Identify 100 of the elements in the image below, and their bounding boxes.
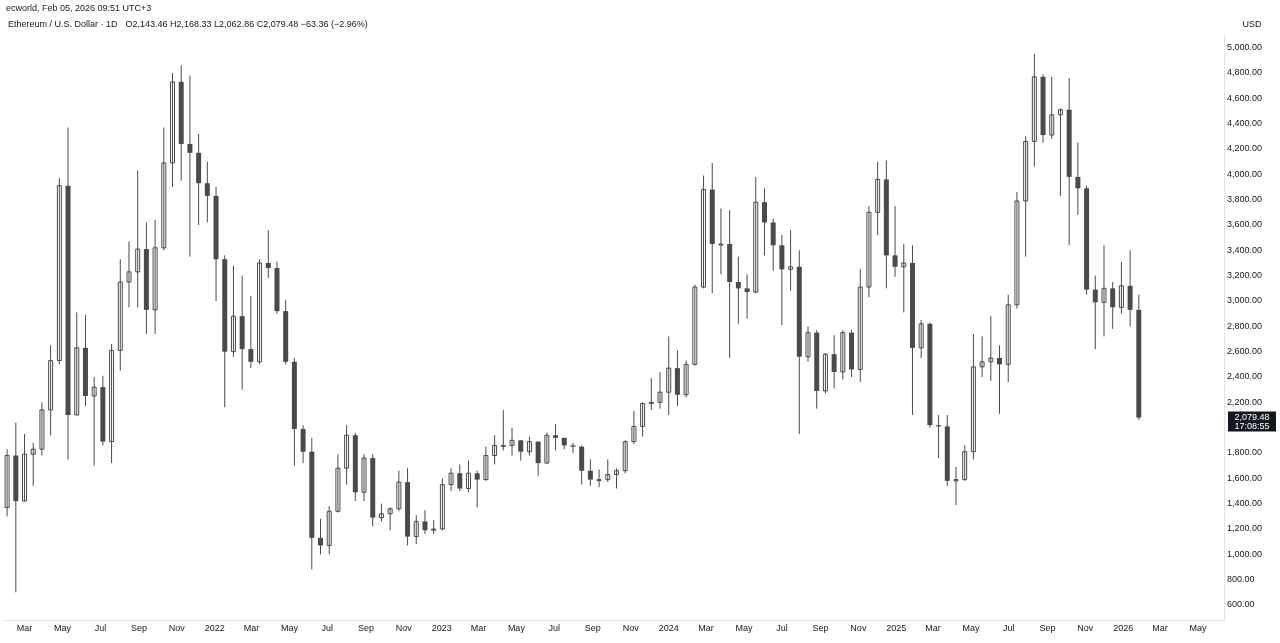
candlestick xyxy=(857,268,863,383)
candlestick xyxy=(483,446,489,482)
candlestick xyxy=(901,243,907,313)
candlestick xyxy=(1118,261,1124,315)
candlestick xyxy=(30,442,36,487)
candlestick xyxy=(962,444,968,482)
x-tick-label: Mar xyxy=(698,623,714,634)
candlestick xyxy=(648,377,654,411)
candlestick xyxy=(518,439,524,462)
y-tick-label: 4,600.00 xyxy=(1227,92,1263,103)
candlestick xyxy=(613,467,619,489)
candlestick xyxy=(4,448,10,517)
candlestick xyxy=(666,335,672,416)
x-tick-label: Mar xyxy=(243,623,260,634)
x-tick-label: 2024 xyxy=(658,623,679,634)
candlestick xyxy=(953,466,959,506)
candlestick xyxy=(74,311,80,416)
x-tick-label: Sep xyxy=(357,623,374,634)
candlestick xyxy=(535,441,541,477)
x-tick-label: Nov xyxy=(168,623,186,634)
candlestick xyxy=(422,509,428,535)
candlestick xyxy=(805,325,811,363)
x-tick-label: May xyxy=(507,623,526,634)
candlestick xyxy=(570,442,576,454)
candlestick xyxy=(91,376,97,467)
y-tick-label: 1,000.00 xyxy=(1227,548,1263,559)
x-tick-label: 2025 xyxy=(886,623,907,634)
x-tick-label: Nov xyxy=(850,623,867,634)
x-tick-label: May xyxy=(962,623,980,634)
candlestick xyxy=(187,75,193,258)
candlestick xyxy=(892,205,898,278)
candlestick xyxy=(1049,76,1055,140)
candlestick xyxy=(474,470,480,508)
x-tick-label: Sep xyxy=(1039,623,1056,634)
candlestick xyxy=(622,439,628,474)
candlestick xyxy=(970,333,976,460)
candlestick xyxy=(135,170,141,308)
candlestick xyxy=(875,161,881,236)
candlestick xyxy=(692,284,698,367)
candlestick xyxy=(735,256,741,325)
y-tick-label: 4,200.00 xyxy=(1227,143,1263,154)
candlestick xyxy=(152,219,158,335)
candlestick xyxy=(701,175,707,289)
x-tick-label: Jul xyxy=(94,623,107,634)
candlestick xyxy=(56,177,62,365)
candlestick xyxy=(1075,142,1081,216)
candlestick xyxy=(866,205,872,298)
y-tick-label: 2,600.00 xyxy=(1227,346,1263,357)
x-tick-label: Sep xyxy=(584,623,601,634)
x-tick-label: Nov xyxy=(395,623,413,634)
candlestick xyxy=(997,344,1003,415)
x-tick-label: 2022 xyxy=(204,623,225,634)
x-tick-label: Sep xyxy=(812,623,829,634)
candlestick xyxy=(596,468,602,488)
y-tick-label: 4,800.00 xyxy=(1227,67,1263,78)
y-tick-label: 3,400.00 xyxy=(1227,244,1263,255)
candlestick xyxy=(744,273,750,320)
candlestick xyxy=(979,335,985,378)
x-tick-label: May xyxy=(53,623,72,634)
candlestick xyxy=(761,187,767,256)
candlestick xyxy=(248,295,254,369)
y-tick-label: 1,800.00 xyxy=(1227,447,1263,458)
y-tick-label: 1,200.00 xyxy=(1227,523,1263,534)
candlestick xyxy=(605,458,611,483)
candlestick xyxy=(753,176,759,294)
candlestick xyxy=(1101,244,1107,337)
candlestick xyxy=(361,453,367,502)
candlestick xyxy=(22,433,28,502)
candlestick xyxy=(1092,275,1098,350)
candlestick xyxy=(587,458,593,487)
y-tick-label: 1,600.00 xyxy=(1227,472,1263,483)
candlestick xyxy=(657,371,663,410)
candlestick xyxy=(109,343,115,464)
y-tick-label: 2,400.00 xyxy=(1227,371,1263,382)
x-tick-label: May xyxy=(1189,623,1207,634)
x-tick-label: Nov xyxy=(622,623,640,634)
candlestick xyxy=(466,460,471,493)
candlestick xyxy=(265,229,271,279)
candlestick xyxy=(1005,294,1011,383)
y-tick-label: 2,800.00 xyxy=(1227,320,1263,331)
candlestick xyxy=(788,229,794,292)
x-tick-label: Jul xyxy=(1003,623,1015,634)
candlestick xyxy=(413,514,419,545)
y-axis-title: USD xyxy=(1242,19,1262,30)
candlestick xyxy=(492,434,498,465)
candlestick xyxy=(39,401,45,457)
x-tick-label: Jul xyxy=(321,623,334,634)
candlestick xyxy=(822,352,828,394)
candlestick xyxy=(631,410,637,445)
candlestick xyxy=(500,409,506,451)
chart-title: Ethereum / U.S. Dollar · 1D xyxy=(8,19,119,30)
y-tick-label: 4,400.00 xyxy=(1227,118,1263,129)
text: ecworld, Feb 05, 2026 09:51 UTC+3 xyxy=(6,3,152,13)
candlestick xyxy=(257,258,263,365)
candlestick xyxy=(448,467,454,492)
text: O2,143.46 H2,168.33 L2,062.86 C2,079.48 −63.36 (−2.96%) xyxy=(125,19,368,30)
x-tick-label: Sep xyxy=(130,623,147,634)
candlestick xyxy=(1057,107,1063,197)
candlestick xyxy=(344,424,350,486)
x-tick-label: May xyxy=(280,623,299,634)
